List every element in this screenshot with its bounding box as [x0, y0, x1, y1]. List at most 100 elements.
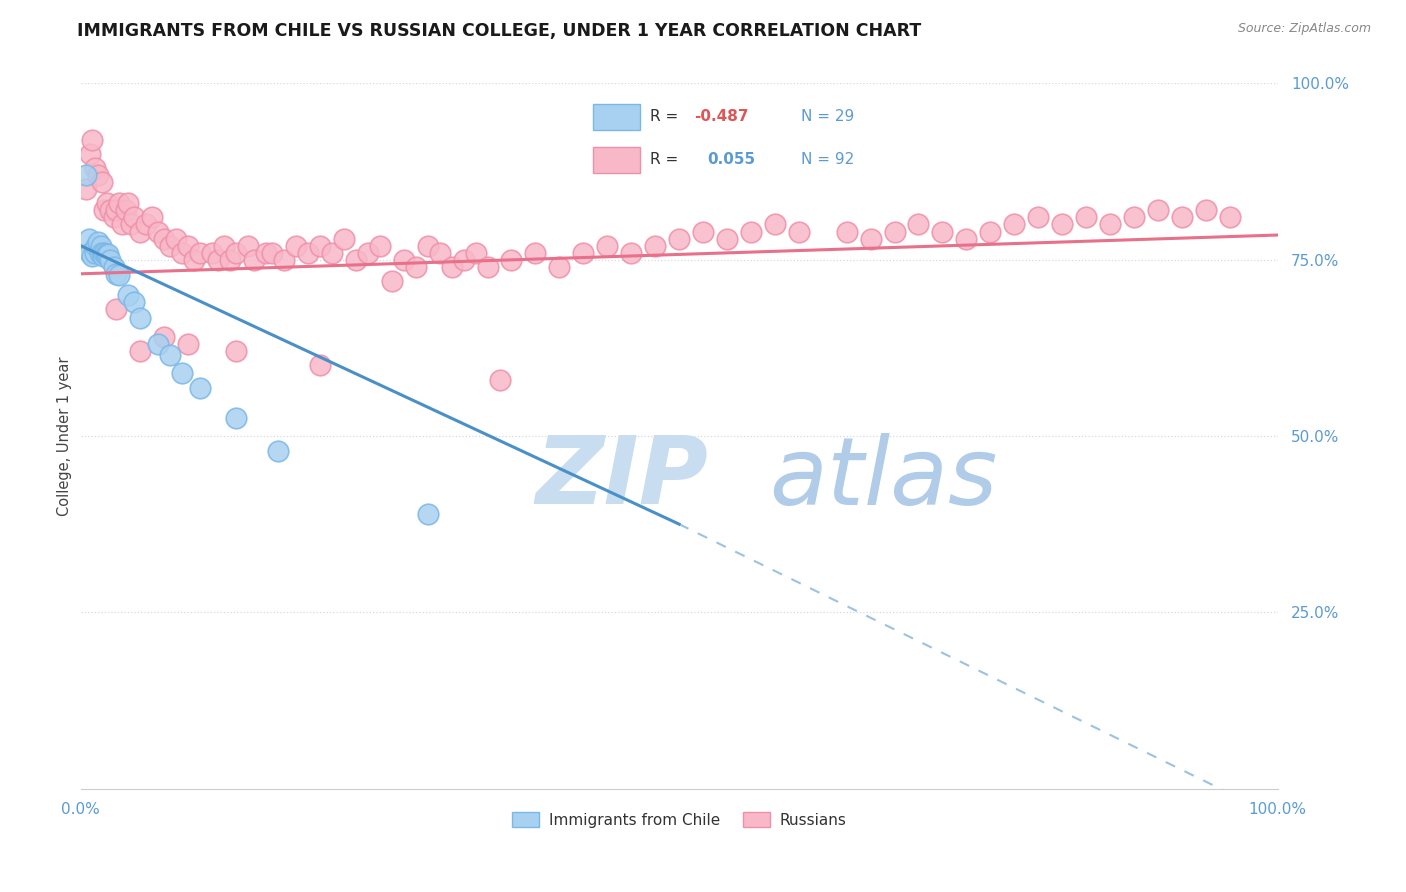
Point: [117, 196, 139, 211]
Point: [1026, 211, 1049, 225]
Point: [96, 196, 118, 211]
Point: [309, 359, 332, 373]
Point: [87, 235, 110, 249]
Text: Source: ZipAtlas.com: Source: ZipAtlas.com: [1237, 22, 1371, 36]
Point: [207, 252, 229, 267]
Point: [1219, 211, 1241, 225]
Point: [148, 337, 170, 351]
Point: [333, 231, 356, 245]
Point: [835, 225, 858, 239]
Point: [120, 218, 142, 232]
Point: [1098, 218, 1121, 232]
Point: [260, 245, 283, 260]
Point: [488, 373, 510, 387]
Point: [1123, 211, 1146, 225]
Point: [82, 249, 104, 263]
Point: [692, 225, 714, 239]
Point: [267, 444, 290, 458]
Point: [100, 252, 122, 267]
Point: [501, 252, 523, 267]
Point: [285, 238, 308, 252]
Text: atlas: atlas: [769, 433, 997, 524]
Point: [96, 249, 118, 263]
Point: [344, 252, 367, 267]
Point: [644, 238, 666, 252]
Point: [79, 147, 101, 161]
Point: [440, 260, 463, 274]
Point: [1171, 211, 1194, 225]
Point: [83, 245, 105, 260]
Point: [188, 245, 211, 260]
Point: [787, 225, 810, 239]
Point: [105, 203, 128, 218]
Point: [524, 245, 547, 260]
Point: [309, 238, 332, 252]
Point: [243, 252, 266, 267]
Point: [1195, 203, 1218, 218]
Point: [76, 168, 98, 182]
Text: ZIP: ZIP: [536, 433, 709, 524]
Point: [1074, 211, 1097, 225]
Point: [108, 268, 131, 283]
Point: [225, 344, 247, 359]
Legend: Immigrants from Chile, Russians: Immigrants from Chile, Russians: [506, 805, 852, 834]
Point: [859, 231, 882, 245]
Point: [620, 245, 643, 260]
Point: [129, 344, 152, 359]
Point: [82, 133, 104, 147]
Point: [596, 238, 619, 252]
Point: [236, 238, 259, 252]
Point: [129, 310, 152, 325]
Point: [201, 245, 224, 260]
Point: [1050, 218, 1073, 232]
Point: [955, 231, 977, 245]
Point: [135, 218, 157, 232]
Point: [124, 295, 146, 310]
Point: [148, 225, 170, 239]
Point: [979, 225, 1001, 239]
Point: [165, 231, 187, 245]
Point: [90, 238, 112, 252]
Point: [392, 252, 415, 267]
Point: [177, 337, 200, 351]
Point: [97, 247, 120, 261]
Point: [225, 245, 247, 260]
Point: [129, 225, 152, 239]
Point: [111, 218, 134, 232]
Point: [153, 231, 176, 245]
Point: [108, 196, 131, 211]
Point: [1002, 218, 1025, 232]
Point: [883, 225, 905, 239]
Point: [297, 245, 319, 260]
Point: [548, 260, 571, 274]
Point: [91, 249, 114, 263]
Point: [93, 245, 115, 260]
Point: [464, 245, 486, 260]
Point: [668, 231, 690, 245]
Point: [172, 245, 194, 260]
Point: [254, 245, 277, 260]
Point: [188, 381, 211, 395]
Point: [219, 252, 242, 267]
Point: [357, 245, 380, 260]
Point: [91, 245, 114, 260]
Point: [172, 366, 194, 380]
Point: [87, 168, 110, 182]
Point: [429, 245, 451, 260]
Point: [225, 411, 247, 425]
Point: [105, 267, 128, 281]
Point: [212, 238, 235, 252]
Point: [381, 274, 404, 288]
Point: [763, 218, 786, 232]
Point: [1147, 203, 1170, 218]
Point: [368, 238, 391, 252]
Point: [124, 211, 146, 225]
Point: [477, 260, 499, 274]
Point: [177, 238, 200, 252]
Point: [183, 252, 205, 267]
Point: [416, 238, 439, 252]
Point: [159, 238, 181, 252]
Y-axis label: College, Under 1 year: College, Under 1 year: [58, 356, 72, 516]
Point: [77, 231, 100, 245]
Point: [89, 245, 111, 260]
